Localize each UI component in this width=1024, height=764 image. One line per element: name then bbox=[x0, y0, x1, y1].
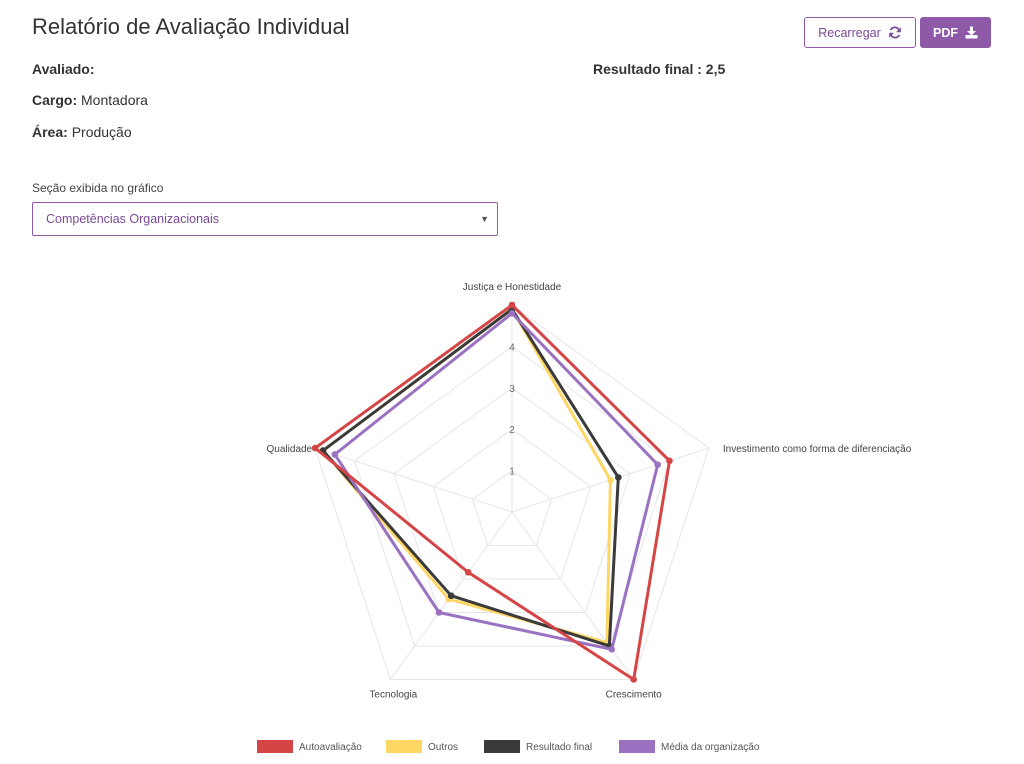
area-value: Produção bbox=[71, 124, 132, 140]
series-4-point-1 bbox=[508, 309, 516, 317]
series-1-point-4 bbox=[464, 568, 472, 576]
series-1-point-2 bbox=[666, 457, 673, 465]
pdf-button-label: PDF bbox=[933, 25, 958, 40]
series-4-point-4 bbox=[435, 609, 443, 616]
legend-label-2: Outros bbox=[428, 742, 458, 753]
series-line-3 bbox=[320, 306, 620, 648]
series-1-point-5 bbox=[311, 444, 319, 452]
caret-down-icon: ▼ bbox=[480, 214, 489, 224]
series-line-4 bbox=[332, 311, 660, 652]
final-result-value: 2,5 bbox=[705, 61, 726, 77]
series-4-point-5 bbox=[331, 451, 339, 458]
avaliado-label: Avaliado: bbox=[32, 61, 95, 77]
series-1-point-1 bbox=[508, 301, 516, 309]
section-select-value: Competências Organizacionais bbox=[46, 212, 220, 226]
grid-spoke-5 bbox=[314, 447, 513, 513]
page-title: Relatório de Avaliação Individual bbox=[32, 14, 350, 39]
series-line-1 bbox=[312, 303, 672, 682]
reload-button-label: Recarregar bbox=[818, 25, 881, 40]
legend-label-1: Autoavaliação bbox=[299, 742, 362, 753]
avaliado-row: Avaliado: bbox=[32, 61, 95, 77]
grid-ring-3 bbox=[393, 387, 631, 613]
series-3-point-2 bbox=[615, 474, 622, 481]
section-select[interactable]: Competências Organizacionais ▼ bbox=[32, 202, 498, 236]
series-4-point-3 bbox=[608, 646, 616, 653]
area-row: Área: Produção bbox=[32, 124, 132, 140]
pdf-button[interactable]: PDF bbox=[920, 17, 991, 48]
legend-swatch-3 bbox=[484, 740, 520, 753]
series-4-point-2 bbox=[654, 461, 661, 468]
final-result: Resultado final : 2,5 bbox=[593, 61, 725, 77]
series-1-point-3 bbox=[630, 676, 637, 683]
tick-label-1: 1 bbox=[509, 467, 515, 478]
download-icon bbox=[965, 26, 978, 39]
axis-label-2: Investimento como forma de diferenciação bbox=[723, 444, 912, 455]
cargo-label: Cargo: bbox=[32, 92, 78, 108]
legend-label-3: Resultado final bbox=[526, 742, 592, 753]
reload-button[interactable]: Recarregar bbox=[804, 17, 916, 48]
legend-label-4: Média da organização bbox=[661, 742, 760, 753]
tick-label-3: 3 bbox=[509, 384, 515, 395]
axis-label-4: Tecnologia bbox=[369, 689, 417, 700]
cargo-value: Montadora bbox=[81, 92, 148, 108]
cargo-row: Cargo: Montadora bbox=[32, 92, 148, 108]
grid-ring-1 bbox=[472, 469, 552, 546]
legend-swatch-2 bbox=[386, 740, 422, 753]
grid-ring-4 bbox=[353, 345, 671, 647]
axis-label-3: Crescimento bbox=[606, 689, 663, 700]
series-3-point-4 bbox=[447, 592, 455, 600]
legend-swatch-1 bbox=[257, 740, 293, 753]
refresh-icon bbox=[888, 26, 901, 39]
final-result-label: Resultado final : bbox=[593, 61, 702, 77]
section-select-label: Seção exibida no gráfico bbox=[32, 181, 164, 195]
area-label: Área: bbox=[32, 124, 68, 140]
legend-swatch-4 bbox=[619, 740, 655, 753]
tick-label-4: 4 bbox=[509, 342, 515, 353]
grid-ring-2 bbox=[432, 428, 592, 580]
series-2-point-2 bbox=[607, 476, 614, 484]
tick-label-2: 2 bbox=[509, 425, 515, 436]
axis-label-5: Qualidade bbox=[267, 444, 313, 455]
axis-label-1: Justiça e Honestidade bbox=[463, 282, 562, 293]
